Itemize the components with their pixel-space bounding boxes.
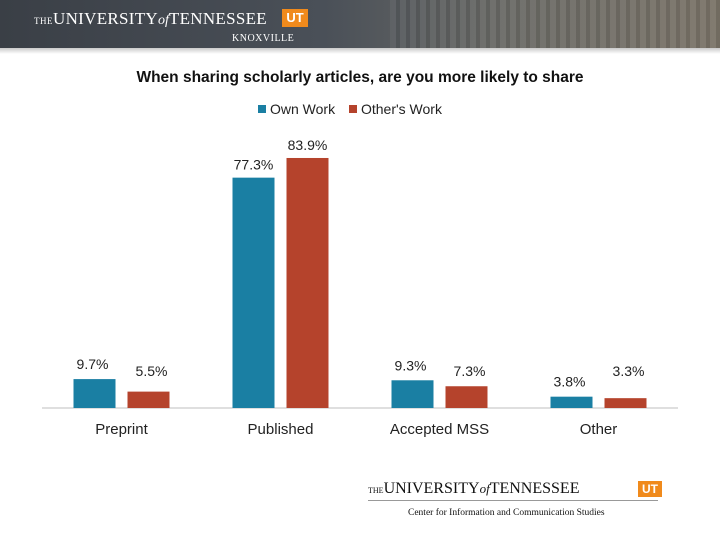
data-label: 9.7% <box>77 356 109 372</box>
logo-of: of <box>158 13 169 28</box>
footer-logo-tennessee: TENNESSEE <box>489 480 580 497</box>
x-tick-label: Accepted MSS <box>390 421 489 438</box>
ut-logo-icon: UT <box>282 9 308 27</box>
footer-divider <box>368 500 658 501</box>
chart-legend: Own Work Other's Work <box>258 101 452 117</box>
legend-label-others-work: Other's Work <box>360 101 442 117</box>
bar <box>391 380 434 408</box>
data-label: 3.3% <box>613 363 645 379</box>
header-banner: THEUNIVERSITYofTENNESSEE UT KNOXVILLE <box>0 0 720 48</box>
bar <box>73 379 116 408</box>
bar <box>232 177 275 408</box>
bar <box>127 391 170 408</box>
footer-subtitle: Center for Information and Communication… <box>408 508 605 518</box>
legend-swatch-own-work <box>258 105 266 113</box>
logo-the: THE <box>34 16 53 26</box>
data-label: 9.3% <box>395 357 427 373</box>
bar <box>550 396 593 408</box>
bar <box>604 398 647 408</box>
footer-logo-university: UNIVERSITY <box>383 480 480 497</box>
data-label: 5.5% <box>136 363 168 379</box>
header-photo <box>390 0 720 48</box>
logo-tennessee: TENNESSEE <box>168 9 267 28</box>
logo-city: KNOXVILLE <box>232 33 295 44</box>
header-divider <box>0 48 720 54</box>
data-label: 3.8% <box>554 374 586 390</box>
bar <box>445 386 488 408</box>
chart-title: When sharing scholarly articles, are you… <box>136 69 584 86</box>
logo-university: UNIVERSITY <box>53 9 158 28</box>
data-label: 7.3% <box>454 363 486 379</box>
bar <box>286 157 329 408</box>
x-tick-label: Published <box>248 421 314 438</box>
legend-label-own-work: Own Work <box>270 101 336 117</box>
legend-item-own-work: Own Work <box>258 101 335 117</box>
footer-logo-of: of <box>479 481 490 496</box>
university-logo: THEUNIVERSITYofTENNESSEE <box>34 9 267 29</box>
legend-item-others-work: Other's Work <box>348 101 442 117</box>
legend-swatch-others-work <box>348 105 357 113</box>
x-tick-label: Preprint <box>95 421 148 438</box>
data-label: 77.3% <box>234 157 274 173</box>
x-tick-label: Other <box>580 421 618 438</box>
footer-university-logo: THEUNIVERSITYofTENNESSEE <box>368 480 579 498</box>
data-label: 83.9% <box>288 137 328 153</box>
footer-ut-logo-icon: UT <box>638 481 662 497</box>
footer-logo-the: THE <box>368 486 384 495</box>
